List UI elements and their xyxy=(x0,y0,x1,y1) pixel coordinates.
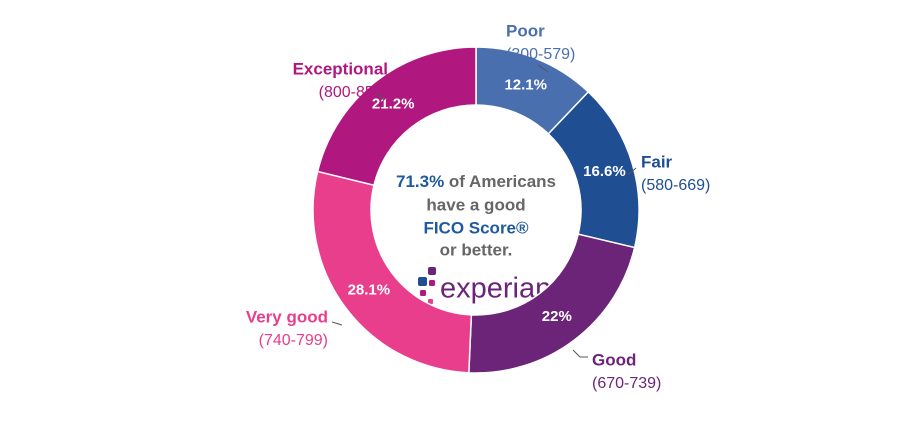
value-label: 12.1% xyxy=(504,77,547,94)
category-label: Good xyxy=(592,350,636,369)
logo-dots xyxy=(418,267,436,304)
center-text: FICO Score® xyxy=(423,218,529,237)
center-text: 71.3% of Americans xyxy=(396,172,556,191)
category-label: Very good xyxy=(246,307,328,326)
center-highlight: 71.3% xyxy=(396,172,444,191)
center-line: of Americans xyxy=(449,172,556,191)
range-label: (740-799) xyxy=(259,332,328,349)
leader-line xyxy=(572,349,588,358)
range-label: (800-850) xyxy=(319,84,388,101)
value-label: 21.2% xyxy=(372,96,415,113)
range-label: (300-579) xyxy=(506,46,575,63)
category-label: Poor xyxy=(506,21,545,40)
value-label: 28.1% xyxy=(348,281,391,298)
leader-line xyxy=(375,91,385,101)
value-label: 16.6% xyxy=(583,163,626,180)
leader-line xyxy=(331,321,343,326)
category-label: Exceptional xyxy=(293,59,388,78)
donut-segment xyxy=(312,170,473,374)
center-text: or better. xyxy=(440,240,513,259)
range-label: (670-739) xyxy=(592,375,661,392)
leader-line xyxy=(627,167,637,176)
leader-line xyxy=(537,64,549,73)
donut-segment xyxy=(316,46,477,187)
range-label: (580-669) xyxy=(641,177,710,194)
center-text: have a good xyxy=(426,195,525,214)
value-label: 22% xyxy=(542,308,572,325)
donut-segment xyxy=(468,233,636,374)
category-label: Fair xyxy=(641,152,673,171)
